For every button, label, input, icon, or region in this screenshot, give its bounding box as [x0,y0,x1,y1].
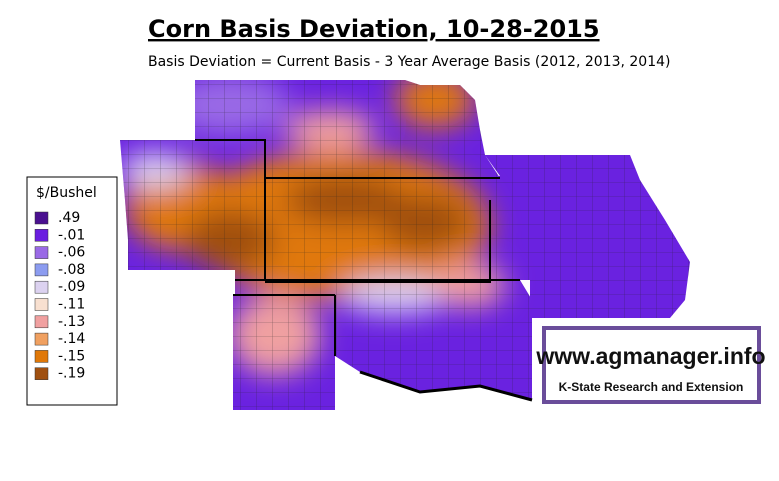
legend-label: -.19 [58,366,85,382]
legend-swatch [34,350,49,363]
legend-title: $/Bushel [36,185,97,201]
legend-swatch [34,263,49,277]
watermark-url: www.agmanager.info [535,343,765,369]
watermark-box [542,326,761,404]
legend-label: -.14 [58,331,85,347]
legend: $/Bushel .49-.01 -.06-.08-.09 -.11-.13-.14… [26,176,118,406]
legend-swatch [34,367,49,380]
legend-label: -.06 [58,245,85,261]
legend-swatch [34,211,49,225]
watermark: www.agmanager.info K-State Research and … [535,326,766,404]
legend-swatch [34,332,49,346]
legend-swatch [34,229,49,242]
legend-label: -.08 [58,262,85,278]
legend-label: -.13 [58,314,85,330]
legend-label: -.09 [58,279,85,295]
watermark-org: K-State Research and Extension [559,380,744,394]
title: Corn Basis Deviation, 10-28-2015 [148,15,600,43]
state-borders [195,139,533,402]
legend-label: -.01 [58,227,85,243]
legend-swatch [34,315,49,329]
legend-swatch [34,246,49,259]
legend-swatch [34,298,49,311]
legend-label: -.11 [58,297,85,313]
legend-label: .49 [58,210,80,226]
legend-label: -.15 [58,348,85,364]
legend-swatch [34,280,49,294]
subtitle: Basis Deviation = Current Basis - 3 Year… [148,54,670,70]
